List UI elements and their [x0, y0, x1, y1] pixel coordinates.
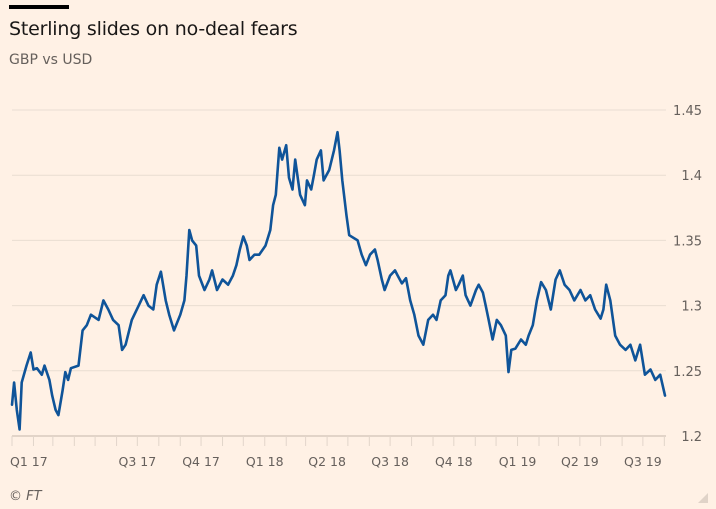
x-tick-label: Q1 17: [10, 454, 48, 469]
y-tick-label: 1.3: [681, 300, 702, 315]
gbp-usd-line: [10, 130, 667, 431]
x-axis: Q1 17 Q3 17 Q4 17 Q1 18 Q2 18 Q3 18 Q4 18 Q1 19…: [10, 435, 666, 469]
x-tick-label: Q4 18: [435, 454, 473, 469]
x-tick-label: Q3 18: [371, 454, 409, 469]
series-layer: [10, 130, 667, 431]
x-tick-label: Q4 17: [182, 454, 220, 469]
y-tick-label: 1.2: [681, 430, 702, 445]
y-tick-label: 1.45: [673, 104, 702, 119]
x-tick-label: Q2 18: [308, 454, 346, 469]
resize-handle-icon[interactable]: [698, 493, 708, 503]
chart-subtitle: GBP vs USD: [9, 52, 93, 68]
gridlines: [12, 109, 666, 372]
x-tick-label: Q3 17: [119, 454, 157, 469]
title-accent-bar: [9, 5, 69, 9]
chart-title: Sterling slides on no-deal fears: [9, 18, 298, 40]
y-tick-label: 1.4: [681, 169, 702, 184]
x-tick-label: Q3 19: [624, 454, 662, 469]
x-tick-label: Q2 19: [561, 454, 599, 469]
y-tick-label: 1.25: [673, 365, 702, 380]
y-axis-labels: 1.2 1.25 1.3 1.35 1.4 1.45: [673, 104, 702, 445]
y-tick-label: 1.35: [673, 234, 702, 249]
source-credit: © FT: [9, 489, 42, 504]
x-tick-label: Q1 18: [246, 454, 284, 469]
x-tick-label: Q1 19: [499, 454, 537, 469]
